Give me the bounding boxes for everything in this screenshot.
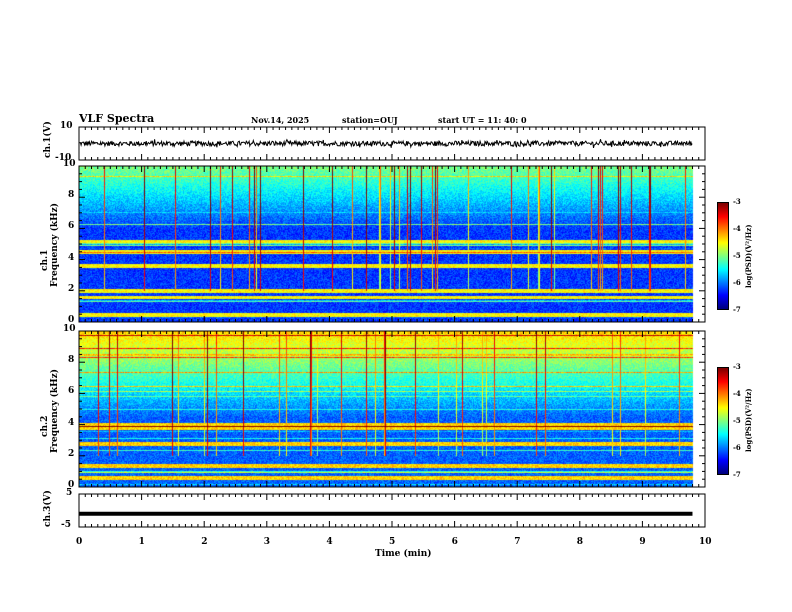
- x-tick-label: 10: [699, 537, 712, 547]
- ch1-waveform-plot: [78, 126, 706, 161]
- colorbar-2-tick-label: -5: [733, 416, 741, 425]
- colorbar-2-tick-label: -4: [733, 389, 741, 398]
- ch1-spec-frame: [78, 165, 706, 323]
- ch1-spec-ylabel-top: ch.1: [40, 249, 50, 271]
- colorbar-1-tick-label: -7: [733, 305, 741, 314]
- ch2-spectrogram-axes: [78, 330, 706, 488]
- ch1-spec-ytick-label: 2: [68, 283, 75, 294]
- ch3-wave-ymin: -5: [61, 520, 71, 530]
- ch1-spec-ylabel: Frequency (kHz): [50, 202, 60, 287]
- ch2-spec-ytick-label: 2: [68, 448, 75, 459]
- ch2-spec-ytick-label: 6: [68, 386, 75, 397]
- ch2-spec-frame: [78, 330, 706, 488]
- colorbar-2-label: log(PSD)(V²/Hz): [744, 388, 753, 452]
- colorbar-1: [717, 202, 729, 310]
- x-tick-label: 1: [138, 537, 145, 547]
- ch1-spec-ytick-label: 6: [68, 221, 75, 232]
- colorbar-2-tick-label: -7: [733, 470, 741, 479]
- x-axis-label: Time (min): [375, 549, 432, 559]
- x-tick-label: 2: [201, 537, 208, 547]
- x-tick-label: 5: [389, 537, 396, 547]
- ch1-spec-ytick-label: 8: [68, 190, 75, 201]
- x-tick-label: 3: [263, 537, 271, 547]
- ch1-wave-trace: [78, 138, 693, 149]
- colorbar-1-tick-label: -4: [733, 224, 741, 233]
- colorbar-1-tick-label: -3: [733, 197, 741, 206]
- chart-title: VLF Spectra: [79, 112, 155, 125]
- station-label: station=OUJ: [342, 115, 398, 125]
- x-tick-label: 7: [514, 537, 521, 547]
- ch3-wave-ymax: 5: [66, 488, 73, 498]
- colorbar-1-tick-label: -5: [733, 251, 741, 260]
- ch2-spec-ytick-label: 4: [68, 417, 75, 428]
- ch2-spec-ytick-label: 0: [68, 480, 75, 490]
- colorbar-2: [717, 367, 729, 475]
- ch1-wave-ylabel: ch.1(V): [43, 121, 53, 158]
- ch2-spectrogram: [79, 331, 705, 487]
- ch2-spec-ytick-label: 8: [68, 355, 75, 366]
- x-tick-label: 9: [639, 537, 646, 547]
- date-label: Nov.14, 2025: [251, 115, 310, 125]
- x-tick-label: 4: [326, 537, 333, 547]
- ch1-spec-ytick-label: 4: [68, 252, 75, 263]
- colorbar-1-label: log(PSD)(V²/Hz): [744, 224, 753, 288]
- x-tick-label: 6: [451, 537, 458, 547]
- ch1-wave-ymax: 10: [60, 121, 73, 131]
- colorbar-2-tick-label: -3: [733, 362, 741, 371]
- ch2-spec-ytick-label: 10: [63, 324, 76, 334]
- colorbar-2-tick-label: -6: [733, 443, 741, 452]
- start-time-label: start UT = 11: 40: 0: [438, 115, 527, 125]
- ch1-spec-ytick-label: 0: [68, 315, 75, 325]
- x-tick-label: 8: [576, 537, 584, 547]
- x-tick-label: 0: [76, 537, 83, 547]
- ch2-spec-ylabel: Frequency (kHz): [50, 368, 60, 453]
- ch1-spectrogram: [79, 166, 705, 322]
- colorbar-1-tick-label: -6: [733, 278, 741, 287]
- ch3-wave-ylabel: ch.3(V): [43, 490, 53, 527]
- ch2-spec-ylabel-top: ch.2: [40, 415, 50, 437]
- ch1-spec-ytick-label: 10: [63, 159, 76, 169]
- ch1-spectrogram-axes: [78, 165, 706, 323]
- ch3-waveform-plot: [78, 493, 706, 528]
- ch1-wave-ymin: -10: [55, 153, 72, 163]
